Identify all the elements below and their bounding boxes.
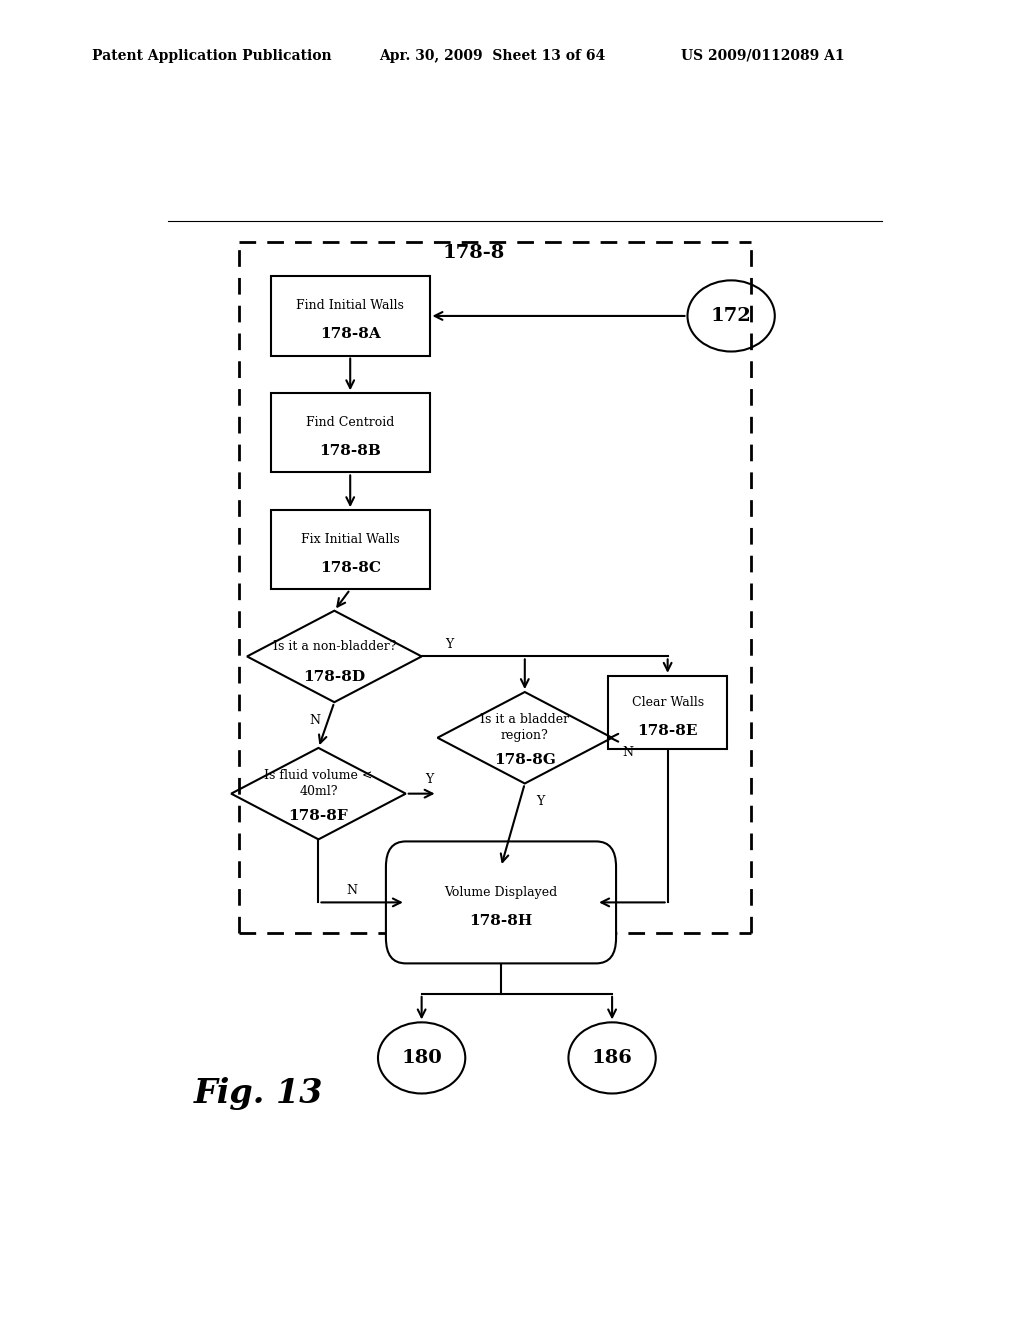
FancyBboxPatch shape	[386, 841, 616, 964]
Text: 186: 186	[592, 1049, 633, 1067]
Text: N: N	[623, 747, 634, 759]
Text: 178-8C: 178-8C	[319, 561, 381, 576]
Text: Y: Y	[425, 774, 434, 785]
Text: Find Initial Walls: Find Initial Walls	[296, 300, 404, 313]
FancyBboxPatch shape	[608, 676, 727, 748]
Text: Is it a bladder: Is it a bladder	[480, 713, 569, 726]
Text: 178-8E: 178-8E	[637, 723, 698, 738]
Text: 178-8G: 178-8G	[494, 754, 556, 767]
Text: Y: Y	[445, 638, 454, 651]
Text: Find Centroid: Find Centroid	[306, 416, 394, 429]
Text: Fig. 13: Fig. 13	[195, 1077, 324, 1110]
Text: 180: 180	[401, 1049, 442, 1067]
FancyBboxPatch shape	[270, 510, 430, 589]
FancyBboxPatch shape	[270, 276, 430, 355]
Text: Is fluid volume <: Is fluid volume <	[264, 768, 373, 781]
Text: US 2009/0112089 A1: US 2009/0112089 A1	[681, 49, 845, 63]
Text: Patent Application Publication: Patent Application Publication	[92, 49, 332, 63]
Text: Is it a non-bladder?: Is it a non-bladder?	[272, 640, 396, 653]
Text: 178-8A: 178-8A	[319, 327, 381, 342]
Text: 172: 172	[711, 308, 752, 325]
Text: 40ml?: 40ml?	[299, 785, 338, 799]
Text: N: N	[309, 714, 319, 727]
FancyBboxPatch shape	[270, 393, 430, 473]
Text: Y: Y	[537, 795, 545, 808]
Text: 178-8: 178-8	[442, 244, 505, 261]
Text: region?: region?	[501, 729, 549, 742]
Text: N: N	[346, 883, 357, 896]
Text: Apr. 30, 2009  Sheet 13 of 64: Apr. 30, 2009 Sheet 13 of 64	[379, 49, 605, 63]
Text: 178-8D: 178-8D	[303, 669, 366, 684]
Text: Fix Initial Walls: Fix Initial Walls	[301, 533, 399, 546]
Text: Clear Walls: Clear Walls	[632, 696, 703, 709]
Text: 178-8B: 178-8B	[319, 444, 381, 458]
Text: 178-8F: 178-8F	[289, 809, 348, 822]
Text: 178-8H: 178-8H	[469, 913, 532, 928]
Text: Volume Displayed: Volume Displayed	[444, 886, 558, 899]
